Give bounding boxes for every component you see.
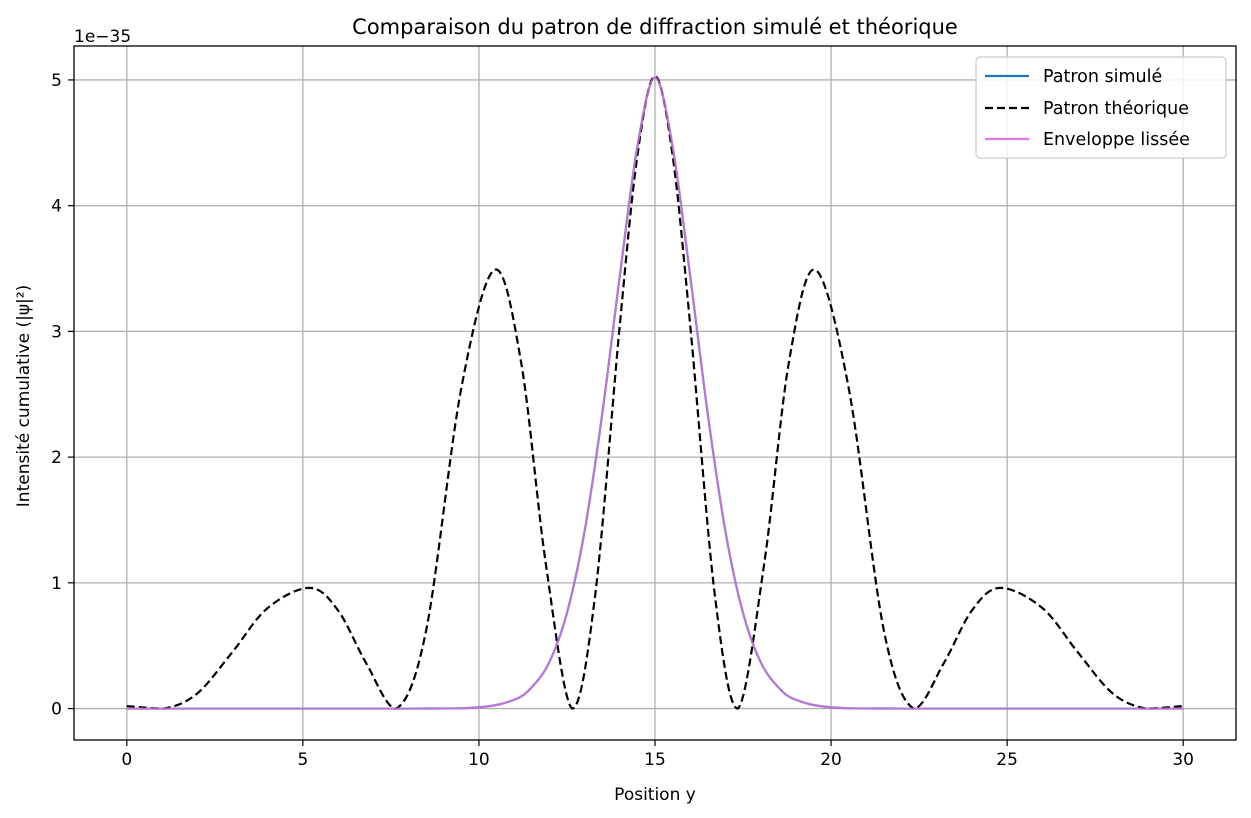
- y-tick-label: 1: [51, 574, 62, 594]
- legend-label-theorique: Patron théorique: [1043, 99, 1189, 119]
- y-tick-label: 3: [51, 322, 62, 342]
- legend-box: [975, 56, 1227, 159]
- x-tick-label: 20: [820, 750, 842, 770]
- x-axis-label: Position y: [614, 785, 696, 805]
- x-tick-label: 0: [121, 750, 132, 770]
- y-offset-text: 1e−35: [74, 27, 131, 47]
- x-tick-label: 5: [297, 750, 308, 770]
- series-theorique-line: [126, 75, 1184, 710]
- legend: Patron simulé Patron théorique Enveloppe…: [975, 56, 1227, 159]
- legend-label-simule: Patron simulé: [1043, 67, 1162, 87]
- x-tick-label: 10: [468, 750, 490, 770]
- series-layer: [126, 75, 1184, 710]
- y-axis-label: Intensité cumulative (|ψ|²): [14, 285, 34, 507]
- x-tick-label: 15: [644, 750, 666, 770]
- legend-label-enveloppe: Enveloppe lissée: [1043, 130, 1190, 150]
- ticks: 0 5 10 15 20 25 30 0 1 2 3 4 5: [51, 71, 1194, 770]
- y-tick-label: 5: [51, 71, 62, 91]
- chart-title: Comparaison du patron de diffraction sim…: [352, 15, 958, 39]
- x-tick-label: 30: [1172, 750, 1194, 770]
- y-tick-label: 2: [51, 448, 62, 468]
- x-tick-label: 25: [996, 750, 1018, 770]
- y-tick-label: 0: [51, 700, 62, 720]
- series-enveloppe-line: [126, 76, 1184, 710]
- y-tick-label: 4: [51, 197, 62, 217]
